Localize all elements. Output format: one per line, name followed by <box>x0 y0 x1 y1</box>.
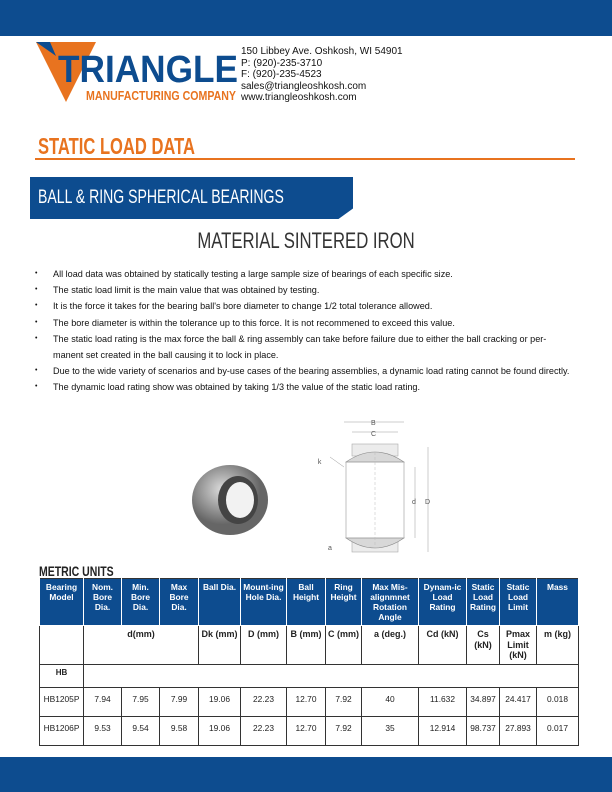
column-header: Max Bore Dia. <box>159 578 199 626</box>
table-caption: METRIC UNITS <box>39 563 114 579</box>
list-item: The static load rating is the max force … <box>35 331 575 363</box>
table-cell: 7.95 <box>121 686 160 717</box>
table-cell: 22.23 <box>240 715 287 746</box>
units-cell: B (mm) <box>286 625 326 665</box>
table-cell: 22.23 <box>240 686 287 717</box>
units-cell: d(mm) <box>83 625 199 665</box>
list-item: The bore diameter is within the toleranc… <box>35 315 575 331</box>
column-header: Nom. Bore Dia. <box>83 578 122 626</box>
table-cell: 12.70 <box>286 715 326 746</box>
table-cell: HB1205P <box>39 686 84 717</box>
svg-text:TRIANGLE: TRIANGLE <box>58 49 238 91</box>
bearing-photo <box>192 465 268 535</box>
table-cell: 7.92 <box>325 715 362 746</box>
table-cell: 19.06 <box>198 686 241 717</box>
table-cell: 9.53 <box>83 715 122 746</box>
table-cell: 34.897 <box>466 686 500 717</box>
list-item: It is the force it takes for the bearing… <box>35 298 575 314</box>
load-data-table: Bearing Model Nom. Bore Dia. Min. Bore Dia… <box>39 578 579 746</box>
table-cell: 12.914 <box>418 715 467 746</box>
units-cell: a (deg.) <box>361 625 419 665</box>
group-row: HB <box>39 663 579 688</box>
address: 150 Libbey Ave. Oshkosh, WI 54901 <box>241 46 403 57</box>
column-header: Mount-ing Hole Dia. <box>240 578 287 626</box>
website-link[interactable]: www.triangleoshkosh.com <box>241 92 357 104</box>
units-cell: Cd (kN) <box>418 625 467 665</box>
table-cell: 24.417 <box>499 686 537 717</box>
column-header: Mass <box>536 578 579 626</box>
table-cell: 11.632 <box>418 686 467 717</box>
units-row: d(mm) Dk (mm) D (mm) B (mm) C (mm) a (de… <box>39 625 579 665</box>
table-cell: 9.54 <box>121 715 160 746</box>
table-cell: 0.017 <box>536 715 579 746</box>
group-spacer <box>83 663 579 688</box>
column-header: Dynam-ic Load Rating <box>418 578 467 626</box>
fax: F: (920)-235-4523 <box>241 69 322 81</box>
table-cell: 40 <box>361 686 419 717</box>
units-cell <box>39 625 84 665</box>
table-cell: HB1206P <box>39 715 84 746</box>
label-b: B <box>371 420 376 427</box>
section-title: BALL & RING SPHERICAL BEARINGS <box>38 187 284 208</box>
column-header: Ring Height <box>325 578 362 626</box>
table-cell: 7.99 <box>159 686 199 717</box>
table-cell: 98.737 <box>466 715 500 746</box>
material-heading: MATERIAL SINTERED IRON <box>0 228 612 254</box>
header-bar <box>0 0 612 36</box>
contact-info: 150 Libbey Ave. Oshkosh, WI 54901 P: (92… <box>241 46 403 104</box>
units-cell: C (mm) <box>325 625 362 665</box>
column-header: Ball Dia. <box>198 578 241 626</box>
label-a: a <box>328 545 332 552</box>
list-item: All load data was obtained by statically… <box>35 266 575 282</box>
page-title: STATIC LOAD DATA <box>38 133 195 159</box>
column-header: Max Mis-alignmnet Rotation Angle <box>361 578 419 626</box>
units-cell: D (mm) <box>240 625 287 665</box>
table-cell: 12.70 <box>286 686 326 717</box>
column-header: Ball Height <box>286 578 326 626</box>
list-item: Due to the wide variety of scenarios and… <box>35 363 575 379</box>
section-banner: BALL & RING SPHERICAL BEARINGS <box>30 177 353 219</box>
phone: P: (920)-235-3710 <box>241 57 323 69</box>
triangle-logo: TRIANGLE MANUFACTURING COMPANY <box>36 42 238 103</box>
table-cell: 7.92 <box>325 686 362 717</box>
footer-bar <box>0 757 612 792</box>
label-D: D <box>425 499 430 506</box>
column-header: Bearing Model <box>39 578 84 626</box>
header-row: Bearing Model Nom. Bore Dia. Min. Bore Dia… <box>39 578 579 626</box>
table-cell: 9.58 <box>159 715 199 746</box>
table-cell: 35 <box>361 715 419 746</box>
list-item: The dynamic load rating show was obtaine… <box>35 379 575 395</box>
column-header: Static Load Limit <box>499 578 537 626</box>
column-header: Min. Bore Dia. <box>121 578 160 626</box>
list-item: The static load limit is the main value … <box>35 282 575 298</box>
notes-list: All load data was obtained by statically… <box>35 266 575 396</box>
column-header: Static Load Rating <box>466 578 500 626</box>
svg-text:MANUFACTURING COMPANY: MANUFACTURING COMPANY <box>86 88 236 103</box>
label-dk: d k <box>318 459 322 466</box>
material-text: MATERIAL SINTERED IRON <box>197 228 415 253</box>
title-divider <box>35 158 575 160</box>
group-label: HB <box>39 663 84 688</box>
table-row: HB1205P 7.94 7.95 7.99 19.06 22.23 12.70 7.92 40… <box>39 686 579 717</box>
table-cell: 27.893 <box>499 715 537 746</box>
table-cell: 0.018 <box>536 686 579 717</box>
units-cell: Cs (kN) <box>466 625 500 665</box>
units-cell: Pmax Limit (kN) <box>499 625 537 665</box>
label-c: C <box>371 431 376 438</box>
label-d: d <box>412 499 416 506</box>
table-cell: 19.06 <box>198 715 241 746</box>
units-cell: Dk (mm) <box>198 625 241 665</box>
table-row: HB1206P 9.53 9.54 9.58 19.06 22.23 12.70 7.92 35… <box>39 715 579 746</box>
bearing-diagram: B C d k d D a <box>318 420 430 553</box>
email-link[interactable]: sales@triangleoshkosh.com <box>241 80 367 92</box>
table-cell: 7.94 <box>83 686 122 717</box>
units-cell: m (kg) <box>536 625 579 665</box>
